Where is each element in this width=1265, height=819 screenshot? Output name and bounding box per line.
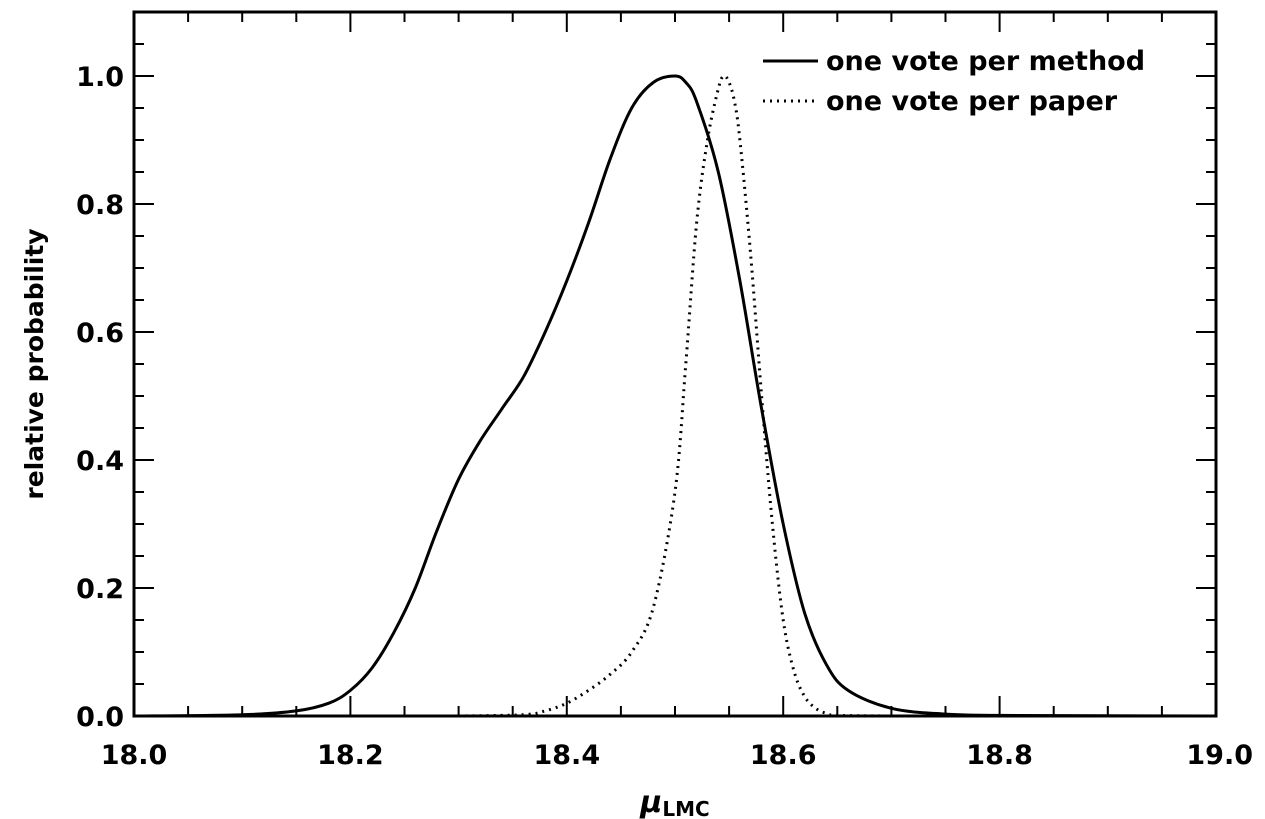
x-tick-label: 18.4: [533, 740, 600, 771]
y-tick-label: 0.4: [76, 446, 124, 477]
x-tick-label: 18.6: [750, 740, 817, 771]
legend-label-method: one vote per method: [826, 46, 1145, 77]
y-tick-label: 0.0: [76, 702, 124, 733]
x-axis-label-sub: LMC: [662, 797, 709, 819]
x-tick-label: 18.8: [966, 740, 1033, 771]
x-axis-label: μLMC: [639, 785, 709, 819]
x-tick-label: 19.0: [1186, 740, 1253, 771]
y-axis-label: relative probability: [20, 228, 49, 499]
y-tick-label: 0.8: [76, 190, 124, 221]
legend: one vote per method one vote per paper: [763, 46, 1145, 117]
y-tick-label: 1.0: [76, 62, 124, 93]
series-line-paper: [458, 74, 892, 718]
plot-frame: [132, 10, 1218, 718]
y-tick-label: 0.6: [76, 318, 124, 349]
legend-label-paper: one vote per paper: [826, 86, 1118, 117]
x-tick-label: 18.0: [101, 740, 168, 771]
x-tick-labels: 18.0 18.2 18.4 18.6 18.8 19.0: [101, 740, 1253, 771]
axis-ticks: [133, 11, 1217, 717]
y-tick-label: 0.2: [76, 574, 124, 605]
series-lines: [133, 74, 1217, 718]
x-tick-label: 18.2: [317, 740, 384, 771]
y-tick-labels: 0.0 0.2 0.4 0.6 0.8 1.0: [76, 62, 124, 733]
x-axis-label-main: μ: [639, 785, 662, 819]
series-line-method: [133, 74, 1217, 718]
